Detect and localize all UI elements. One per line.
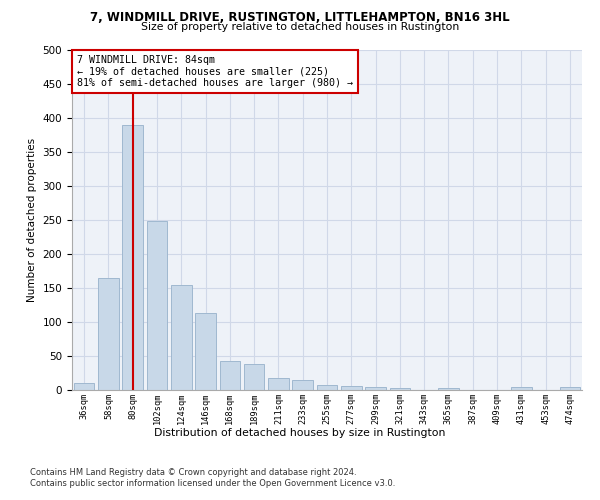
Bar [560,388,580,390]
Bar [220,362,240,390]
Bar [171,284,191,390]
Bar [292,380,313,390]
Bar [74,383,94,390]
Y-axis label: Number of detached properties: Number of detached properties [27,138,37,302]
Text: Distribution of detached houses by size in Rustington: Distribution of detached houses by size … [154,428,446,438]
Bar [389,388,410,390]
Bar [341,386,362,390]
Bar [268,378,289,390]
Text: 7, WINDMILL DRIVE, RUSTINGTON, LITTLEHAMPTON, BN16 3HL: 7, WINDMILL DRIVE, RUSTINGTON, LITTLEHAM… [90,11,510,24]
Bar [365,388,386,390]
Bar [122,125,143,390]
Text: 7 WINDMILL DRIVE: 84sqm
← 19% of detached houses are smaller (225)
81% of semi-d: 7 WINDMILL DRIVE: 84sqm ← 19% of detache… [77,55,353,88]
Bar [317,384,337,390]
Bar [98,278,119,390]
Text: Size of property relative to detached houses in Rustington: Size of property relative to detached ho… [141,22,459,32]
Text: Contains HM Land Registry data © Crown copyright and database right 2024.
Contai: Contains HM Land Registry data © Crown c… [30,468,395,487]
Bar [438,388,459,390]
Bar [146,222,167,390]
Bar [195,313,216,390]
Bar [244,364,265,390]
Bar [511,388,532,390]
